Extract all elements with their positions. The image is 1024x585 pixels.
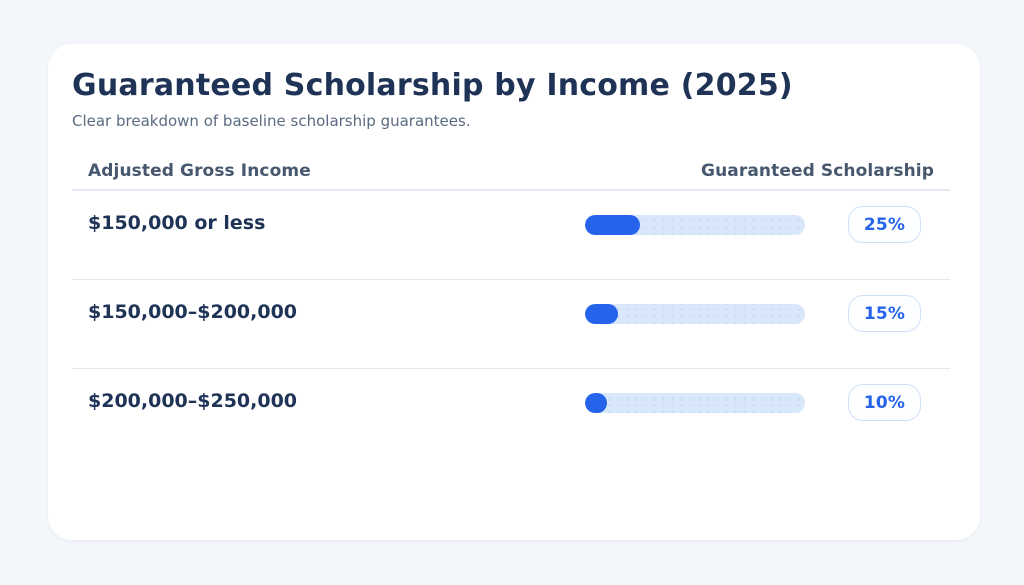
column-header-income: Adjusted Gross Income (88, 161, 311, 181)
table-row: $200,000–$250,000 10% (72, 369, 950, 458)
scholarship-table: Adjusted Gross Income Guaranteed Scholar… (72, 153, 950, 458)
income-bracket-label: $150,000–$200,000 (88, 301, 298, 323)
scholarship-card: Guaranteed Scholarship by Income (2025) … (48, 44, 980, 540)
page-title: Guaranteed Scholarship by Income (2025) (72, 68, 793, 103)
page-subtitle: Clear breakdown of baseline scholarship … (72, 112, 471, 130)
progress-bar-track (585, 393, 805, 413)
percentage-badge: 10% (848, 384, 921, 421)
table-row: $150,000–$200,000 15% (72, 280, 950, 369)
progress-bar-fill (585, 304, 618, 324)
progress-bar-track (585, 304, 805, 324)
table-header-row: Adjusted Gross Income Guaranteed Scholar… (72, 153, 950, 191)
progress-bar-fill (585, 215, 640, 235)
percentage-badge: 15% (848, 295, 921, 332)
income-bracket-label: $200,000–$250,000 (88, 390, 298, 412)
table-row: $150,000 or less 25% (72, 191, 950, 280)
progress-bar-fill (585, 393, 607, 413)
column-header-scholarship: Guaranteed Scholarship (701, 161, 934, 181)
progress-bar-track (585, 215, 805, 235)
percentage-badge: 25% (848, 206, 921, 243)
income-bracket-label: $150,000 or less (88, 212, 266, 234)
